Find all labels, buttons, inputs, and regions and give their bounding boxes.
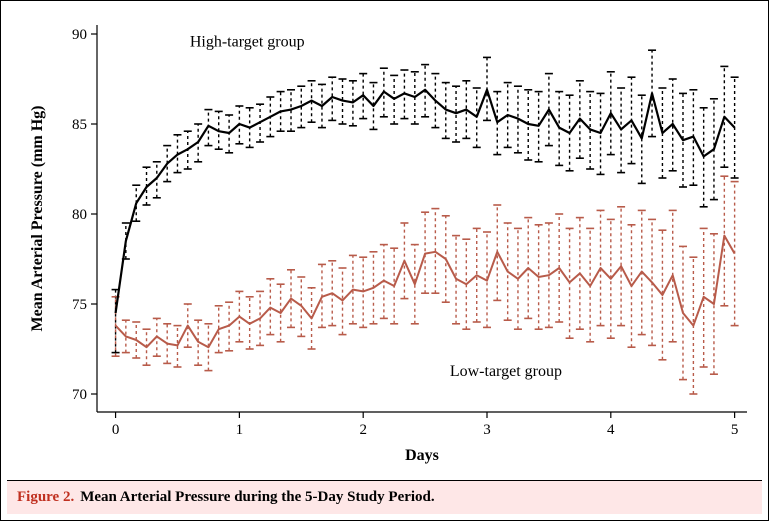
figure-caption: Figure 2. Mean Arterial Pressure during …	[7, 480, 762, 514]
svg-text:2: 2	[359, 422, 367, 438]
svg-text:70: 70	[72, 387, 87, 403]
figure-container: 70 75 80 85 90 0 1 2 3 4 5 Days Mean Arterial Pressu…	[0, 0, 769, 521]
figure-caption-text: Mean Arterial Pressure during the 5-Day …	[80, 489, 434, 506]
svg-text:85: 85	[72, 117, 87, 133]
svg-text:4: 4	[607, 422, 615, 438]
figure-label: Figure 2.	[17, 489, 74, 506]
svg-text:Low-target group: Low-target group	[450, 363, 562, 380]
svg-text:Mean Arterial Pressure (mm Hg): Mean Arterial Pressure (mm Hg)	[29, 105, 46, 331]
svg-text:High-target group: High-target group	[190, 34, 305, 51]
line-chart: 70 75 80 85 90 0 1 2 3 4 5 Days Mean Arterial Pressu…	[7, 7, 764, 474]
svg-text:80: 80	[72, 207, 87, 223]
svg-text:75: 75	[72, 297, 87, 313]
svg-text:5: 5	[731, 422, 739, 438]
svg-text:Days: Days	[405, 447, 439, 464]
chart-area: 70 75 80 85 90 0 1 2 3 4 5 Days Mean Arterial Pressu…	[7, 7, 762, 474]
svg-text:0: 0	[112, 422, 120, 438]
svg-text:90: 90	[72, 27, 87, 43]
svg-text:3: 3	[483, 422, 491, 438]
svg-text:1: 1	[236, 422, 244, 438]
